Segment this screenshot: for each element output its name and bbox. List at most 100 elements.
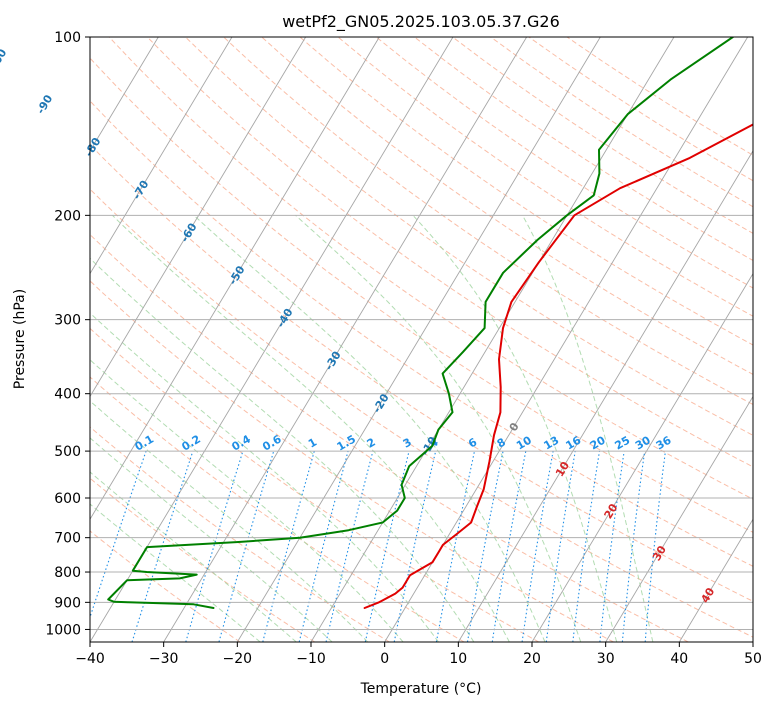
dry-adiabat — [90, 280, 614, 642]
y-axis-label: Pressure (hPa) — [12, 289, 28, 389]
horizontal-gridlines — [90, 37, 753, 630]
y-tick-label: 800 — [54, 565, 81, 581]
isotherm-line — [90, 37, 380, 521]
isotherm-label: 20 — [602, 501, 621, 521]
y-tick-label: 900 — [54, 595, 81, 611]
isotherm-line — [531, 272, 753, 642]
mixing-ratio-line — [644, 451, 666, 642]
y-tick-label: 1000 — [45, 622, 81, 638]
y-tick-label: 700 — [54, 531, 81, 547]
mixing-ratio-line — [218, 450, 275, 642]
isotherm-label: -30 — [322, 349, 344, 373]
mixing-ratio-line — [572, 451, 601, 642]
isotherm-line — [0, 37, 11, 642]
dewpoint-profile — [107, 37, 734, 609]
isotherm-line — [236, 37, 601, 642]
isotherm-line — [90, 37, 159, 152]
dry-adiabat — [90, 188, 753, 638]
x-tick-label: −20 — [223, 651, 253, 667]
mixing-ratio-line — [599, 451, 625, 642]
mixing-ratio-label: 0.6 — [260, 432, 284, 453]
mixing-ratio-label: 16 — [564, 433, 584, 452]
temperature-profile — [363, 123, 753, 609]
mixing-ratio-label: 36 — [654, 433, 674, 452]
isotherm-label: 30 — [650, 543, 669, 563]
dry-adiabat — [299, 37, 753, 346]
x-axis-label: Temperature (°C) — [360, 681, 482, 697]
x-tick-label: 10 — [449, 651, 467, 667]
dry-adiabat — [90, 376, 465, 642]
dry-adiabat — [185, 37, 753, 436]
moist-adiabat — [522, 215, 654, 642]
x-tick-label: −30 — [149, 651, 179, 667]
mixing-ratio-line — [298, 450, 349, 642]
y-tick-label: 200 — [54, 208, 81, 224]
isotherm-label: 10 — [553, 459, 572, 479]
y-tick-label: 500 — [54, 444, 81, 460]
sounding-profiles — [107, 37, 753, 609]
dry-adiabat — [90, 100, 753, 567]
isotherm-line — [163, 37, 528, 642]
isotherm-line — [678, 518, 753, 642]
mixing-ratio-label: 10 — [514, 433, 534, 452]
mixing-ratio-label: 1.5 — [335, 433, 358, 454]
isotherm-line — [384, 37, 749, 642]
background-lines — [0, 37, 753, 642]
y-tick-label: 600 — [54, 491, 81, 507]
isotherm-label: -80 — [82, 135, 104, 159]
x-axis-ticks: −40 −30 −20 −10 0 10 20 30 40 50 — [75, 642, 762, 667]
isotherm-label: 0 — [507, 420, 522, 434]
isotherm-line — [90, 37, 454, 642]
isotherm-label: -20 — [370, 391, 392, 415]
x-tick-label: −10 — [296, 651, 326, 667]
mixing-ratio-line — [262, 450, 315, 642]
moist-adiabat — [90, 359, 404, 642]
x-tick-label: 0 — [380, 651, 389, 667]
mixing-ratio-line — [521, 451, 554, 642]
dry-adiabat — [90, 477, 315, 642]
mixing-ratio-line — [621, 451, 646, 642]
isotherm-line — [310, 37, 675, 642]
chart-title: wetPf2_GN05.2025.103.05.37.G26 — [282, 12, 560, 32]
isotherm-line — [457, 150, 753, 642]
dry-adiabat — [108, 37, 753, 500]
moist-adiabat — [90, 257, 475, 642]
mixing-ratio-line — [325, 450, 374, 642]
isotherm-label: -40 — [274, 306, 296, 330]
x-tick-label: −40 — [75, 651, 105, 667]
moist-adiabat — [412, 214, 618, 642]
mixing-ratio-label: 1 — [306, 436, 319, 451]
dry-adiabat — [223, 37, 753, 406]
moist-adiabat — [90, 312, 439, 642]
isotherm-line — [605, 395, 753, 642]
moist-adiabat — [90, 400, 369, 642]
isotherm-label: -90 — [34, 92, 56, 116]
mixing-ratio-label: 0.1 — [133, 433, 156, 454]
dry-adiabat — [146, 37, 753, 468]
isotherm-line — [90, 37, 233, 275]
isotherm-label: -70 — [130, 178, 152, 202]
dry-adiabat — [90, 143, 753, 602]
dry-adiabat — [337, 37, 753, 317]
isotherm-line — [90, 37, 307, 398]
mixing-ratio-label: 3 — [401, 436, 414, 451]
y-tick-label: 400 — [54, 387, 81, 403]
moist-adiabat — [90, 471, 297, 642]
dry-adiabat — [414, 37, 753, 262]
moist-adiabat — [90, 503, 261, 642]
x-tick-label: 50 — [744, 651, 762, 667]
mixing-ratio-label: 0.2 — [179, 433, 202, 454]
isotherm-line — [752, 641, 753, 642]
mixing-ratio-line — [131, 450, 194, 642]
x-tick-label: 20 — [523, 651, 541, 667]
x-tick-label: 40 — [670, 651, 688, 667]
dry-adiabat — [90, 57, 753, 533]
isotherm-label: -100 — [0, 46, 10, 77]
x-tick-label: 30 — [597, 651, 615, 667]
mixing-ratio-line — [545, 451, 576, 642]
moist-adiabat — [193, 214, 546, 642]
y-tick-label: 300 — [54, 313, 81, 329]
mixing-ratio-line — [185, 450, 244, 642]
